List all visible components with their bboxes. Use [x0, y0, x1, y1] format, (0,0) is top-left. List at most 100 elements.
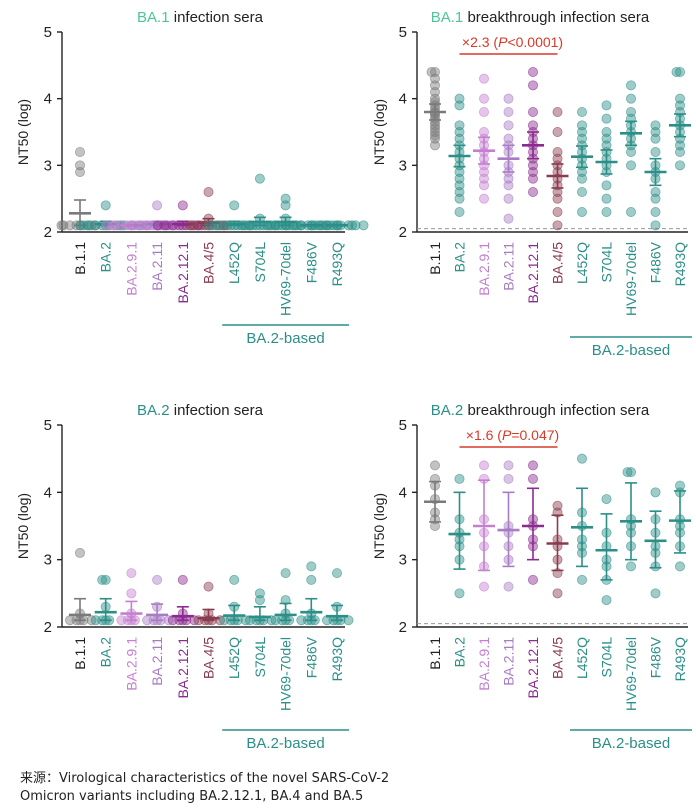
data-point-F486V — [650, 193, 661, 204]
data-point-B.1.1 — [429, 460, 440, 471]
data-point-B.1.1 — [75, 547, 86, 558]
data-point-HV69-70del — [280, 568, 291, 579]
y-tick-label: 5 — [44, 417, 52, 434]
y-tick-label: 2 — [399, 619, 407, 636]
data-point-BA.4/5 — [552, 193, 563, 204]
data-point-B.1.1 — [75, 166, 86, 177]
data-point-BA.2.11 — [127, 220, 138, 231]
data-point-S704L — [601, 595, 612, 606]
data-point-L452Q — [577, 107, 588, 118]
data-point-R493Q — [331, 568, 342, 579]
data-point-R493Q — [675, 160, 686, 171]
data-point-L452Q — [229, 200, 240, 211]
data-point-HV69-70del — [626, 93, 637, 104]
y-tick-label: 4 — [399, 91, 407, 108]
data-point-L452Q — [219, 615, 230, 626]
panel-title-rest: infection sera — [170, 9, 264, 26]
annotation-p: P — [498, 34, 508, 50]
data-point-BA.2 — [97, 574, 108, 585]
data-point-BA.2.12.1 — [528, 574, 539, 585]
data-point-S704L — [254, 595, 265, 606]
panel-title-accent: BA.1 — [137, 9, 170, 26]
y-axis-label: NT50 (log) — [15, 99, 31, 165]
x-tick-label: BA.2.9.1 — [123, 637, 139, 691]
data-point-BA.2.11 — [503, 473, 514, 484]
data-point-L452Q — [204, 220, 215, 231]
data-point-BA.2 — [454, 100, 465, 111]
data-point-BA.2 — [75, 220, 86, 231]
data-point-BA.2 — [454, 588, 465, 599]
data-point-BA.2.9.1 — [478, 107, 489, 118]
data-point-BA.2.11 — [152, 200, 163, 211]
x-tick-label: BA.2.9.1 — [476, 242, 492, 296]
x-tick-label: BA.4/5 — [201, 637, 217, 679]
data-point-R493Q — [671, 67, 682, 78]
annotation-label: ×1.6 (P=0.047) — [466, 427, 559, 443]
y-axis-label: NT50 (log) — [15, 493, 31, 559]
x-tick-label: S704L — [599, 637, 615, 678]
data-point-BA.2.11 — [503, 107, 514, 118]
y-tick-label: 3 — [44, 157, 52, 174]
x-tick-label: F486V — [648, 636, 664, 678]
x-tick-label: F486V — [648, 241, 664, 283]
data-point-HV69-70del — [626, 146, 637, 157]
data-point-F486V — [650, 133, 661, 144]
x-tick-label: L452Q — [226, 637, 242, 679]
x-tick-label: S704L — [252, 242, 268, 283]
data-point-HV69-70del — [626, 206, 637, 217]
y-axis-label: NT50 (log) — [371, 99, 387, 165]
data-point-S704L — [601, 113, 612, 124]
x-tick-label: R493Q — [329, 242, 345, 286]
x-tick-label: BA.4/5 — [201, 242, 217, 284]
x-tick-label: HV69-70del — [278, 637, 294, 711]
data-point-BA.4/5 — [203, 186, 214, 197]
panel-title-accent: BA.1 — [431, 9, 464, 26]
panel-title: BA.1 breakthrough infection sera — [431, 9, 650, 26]
group-label: BA.2-based — [246, 735, 324, 752]
x-tick-label: BA.2.11 — [501, 637, 517, 686]
data-point-HV69-70del — [280, 200, 291, 211]
data-point-BA.2.12.1 — [177, 574, 188, 585]
x-tick-label: BA.4/5 — [550, 637, 566, 679]
y-tick-label: 2 — [44, 619, 52, 636]
panel-title-rest: infection sera — [170, 402, 264, 419]
x-tick-label: F486V — [303, 636, 319, 678]
data-point-BA.2 — [100, 574, 111, 585]
data-point-BA.4/5 — [552, 107, 563, 118]
data-point-BA.2.12.1 — [528, 473, 539, 484]
data-point-BA.2.11 — [503, 581, 514, 592]
x-tick-label: R493Q — [672, 242, 688, 286]
data-point-BA.2.12.1 — [528, 173, 539, 184]
caption-line-2: Omicron variants including BA.2.12.1, BA… — [20, 789, 364, 804]
data-point-BA.2.9.1 — [116, 615, 127, 626]
data-point-L452Q — [229, 574, 240, 585]
y-tick-label: 5 — [44, 24, 52, 41]
data-point-BA.2.9.1 — [478, 73, 489, 84]
data-point-F486V — [281, 220, 292, 231]
x-tick-label: HV69-70del — [278, 242, 294, 316]
annotation-p: P — [502, 427, 512, 443]
figure: BA.1 infection sera 2 3 4 5 NT50 (log) B.1.1 BA… — [15, 9, 692, 752]
source-caption: 来源：Virological characteristics of the no… — [20, 770, 389, 806]
data-point-BA.2.11 — [142, 615, 153, 626]
data-point-BA.2.12.1 — [528, 186, 539, 197]
y-tick-label: 2 — [399, 224, 407, 241]
data-point-L452Q — [577, 453, 588, 464]
data-point-BA.2 — [454, 206, 465, 217]
data-point-BA.2.9.1 — [126, 588, 137, 599]
data-point-F486V — [306, 574, 317, 585]
annotation-suffix: <0.0001) — [507, 34, 563, 50]
data-point-BA.4/5 — [184, 220, 195, 231]
x-tick-label: B.1.1 — [427, 637, 443, 670]
data-point-HV69-70del — [622, 467, 633, 478]
panel-title: BA.2 breakthrough infection sera — [431, 402, 650, 419]
x-tick-label: L452Q — [226, 242, 242, 284]
data-point-F486V — [650, 588, 661, 599]
chart-panel-bottom-left: BA.2 infection sera 2 3 4 5 NT50 (log) B.1.1 BA… — [15, 402, 354, 752]
x-tick-label: L452Q — [574, 242, 590, 284]
group-label: BA.2-based — [592, 342, 670, 359]
data-point-L452Q — [577, 206, 588, 217]
x-tick-label: BA.2.9.1 — [123, 242, 139, 296]
data-point-BA.2.11 — [503, 120, 514, 131]
y-tick-label: 3 — [44, 552, 52, 569]
